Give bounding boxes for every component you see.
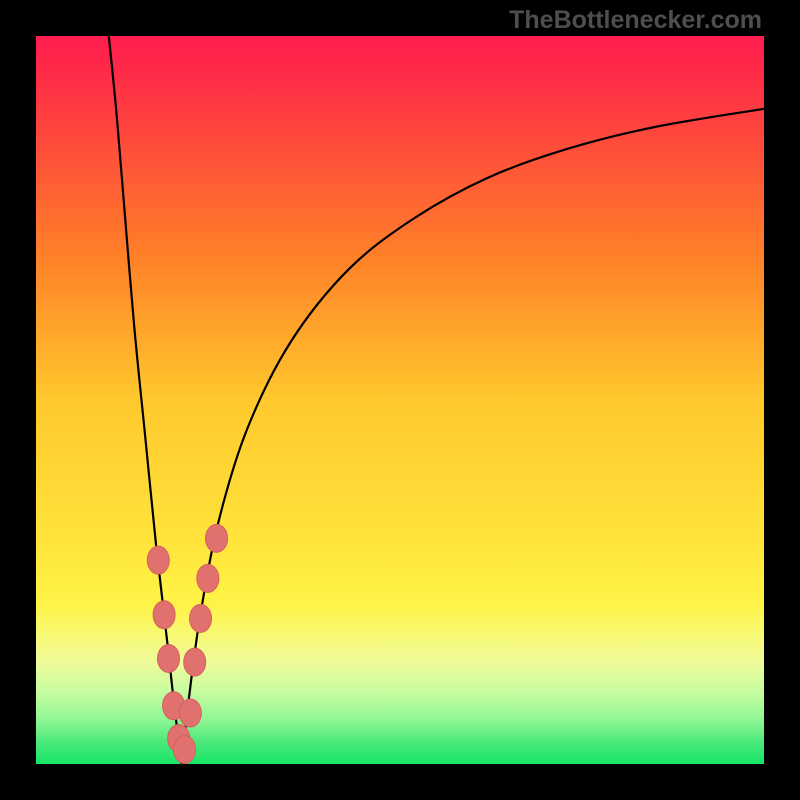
plot-background [36, 36, 764, 764]
data-marker [174, 735, 196, 763]
chart-frame: TheBottlenecker.com [0, 0, 800, 800]
data-marker [153, 601, 175, 629]
data-marker [190, 604, 212, 632]
data-marker [179, 699, 201, 727]
data-marker [197, 564, 219, 592]
data-marker [184, 648, 206, 676]
data-marker [157, 644, 179, 672]
bottleneck-curve-chart [0, 0, 800, 800]
data-marker [147, 546, 169, 574]
data-marker [206, 524, 228, 552]
